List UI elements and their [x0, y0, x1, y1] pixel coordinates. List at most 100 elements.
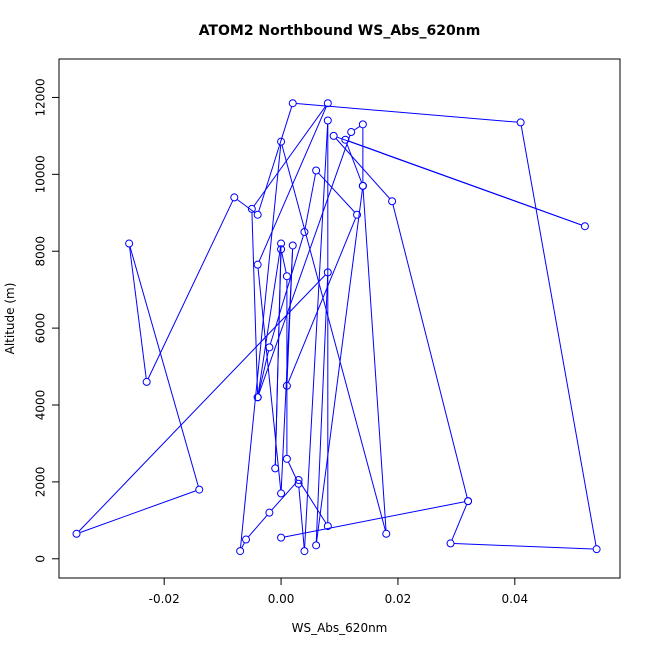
series-segment: [240, 145, 282, 548]
series-segment: [287, 217, 357, 383]
series-segment: [258, 106, 293, 212]
data-point: [300, 547, 309, 556]
series-segment: [257, 268, 282, 490]
data-point: [253, 393, 262, 402]
series-segment: [318, 172, 356, 213]
series-segment: [251, 212, 259, 394]
data-point: [282, 381, 291, 390]
x-tick-label: 0.04: [501, 592, 528, 606]
series-segment: [300, 482, 327, 524]
y-axis-label: Altitude (m): [3, 283, 17, 355]
data-point: [288, 241, 297, 250]
data-point: [580, 222, 589, 231]
series-segment: [284, 501, 465, 538]
data-point: [265, 343, 274, 352]
data-point: [300, 228, 309, 236]
y-tick-label: 0: [34, 555, 48, 563]
x-axis-label: WS_Abs_620nm: [292, 621, 388, 635]
series-segment: [353, 125, 361, 131]
series-segment: [147, 200, 234, 379]
y-axis: 0 2000 4000 6000 8000 10000 12000: [34, 78, 60, 563]
data-point: [230, 193, 239, 202]
data-point: [236, 547, 245, 556]
data-point: [347, 128, 356, 137]
y-tick-label: 8000: [34, 236, 48, 267]
data-point: [282, 272, 291, 281]
data-point: [277, 489, 286, 498]
data-point: [125, 239, 134, 248]
data-point: [277, 239, 286, 248]
series-segment: [298, 487, 305, 548]
plot-area: [72, 99, 601, 556]
series-segment: [129, 246, 199, 487]
data-point: [329, 131, 338, 140]
series-segment: [274, 247, 282, 465]
data-point: [312, 166, 321, 175]
series-segment: [315, 275, 329, 542]
series-segment: [296, 103, 518, 123]
chart-title: ATOM2 Northbound WS_Abs_620nm: [199, 23, 481, 39]
series-segment: [258, 135, 351, 395]
series-segment: [392, 204, 468, 498]
data-point: [253, 210, 262, 219]
y-tick-label: 4000: [34, 390, 48, 421]
series-segment: [271, 482, 297, 511]
series-segment: [258, 106, 327, 262]
data-point: [142, 377, 151, 386]
data-point: [516, 118, 525, 127]
series-segment: [304, 123, 329, 548]
data-point: [282, 454, 291, 463]
data-point: [382, 529, 391, 538]
series-segment: [281, 252, 287, 273]
data-point: [277, 137, 286, 146]
data-point: [323, 268, 332, 277]
data-point: [72, 529, 81, 538]
data-point: [341, 135, 350, 144]
data-point: [323, 99, 332, 108]
y-tick-label: 6000: [34, 313, 48, 344]
series-segment: [78, 274, 326, 532]
series-segment: [241, 542, 245, 549]
series-segment: [451, 504, 468, 541]
data-point: [294, 475, 303, 484]
data-point: [323, 522, 332, 531]
data-point: [388, 197, 397, 206]
series-segment: [362, 189, 387, 531]
data-point: [271, 464, 280, 473]
y-tick-label: 12000: [34, 78, 48, 116]
x-axis: -0.02 0.00 0.02 0.04: [149, 577, 528, 606]
y-tick-label: 2000: [34, 467, 48, 498]
data-point: [242, 535, 250, 544]
data-point: [464, 497, 473, 506]
data-point: [247, 204, 256, 213]
series-segment: [520, 125, 597, 546]
data-point: [323, 116, 332, 125]
x-tick-label: -0.02: [149, 592, 180, 606]
series-segment: [346, 142, 363, 183]
series-segment: [236, 199, 256, 214]
data-point: [358, 181, 367, 190]
data-point: [265, 508, 274, 517]
data-point: [288, 99, 297, 108]
data-point: [195, 485, 204, 494]
x-tick-label: 0.02: [385, 592, 412, 606]
x-tick-label: 0.00: [268, 592, 295, 606]
data-point: [353, 210, 362, 219]
data-point: [277, 533, 286, 542]
data-point: [277, 245, 286, 254]
data-point: [592, 545, 601, 554]
series-segment: [454, 543, 594, 550]
plot-frame: [58, 58, 621, 579]
series-segment: [316, 189, 363, 542]
y-tick-label: 10000: [34, 155, 48, 193]
data-point: [446, 539, 455, 548]
data-point: [312, 541, 321, 550]
series-segment: [257, 246, 282, 394]
series-segment: [280, 248, 294, 490]
series-segment: [129, 246, 147, 379]
series-segment: [304, 173, 316, 229]
series-segment: [348, 140, 582, 226]
data-point: [253, 260, 262, 269]
series-segment: [79, 490, 197, 534]
